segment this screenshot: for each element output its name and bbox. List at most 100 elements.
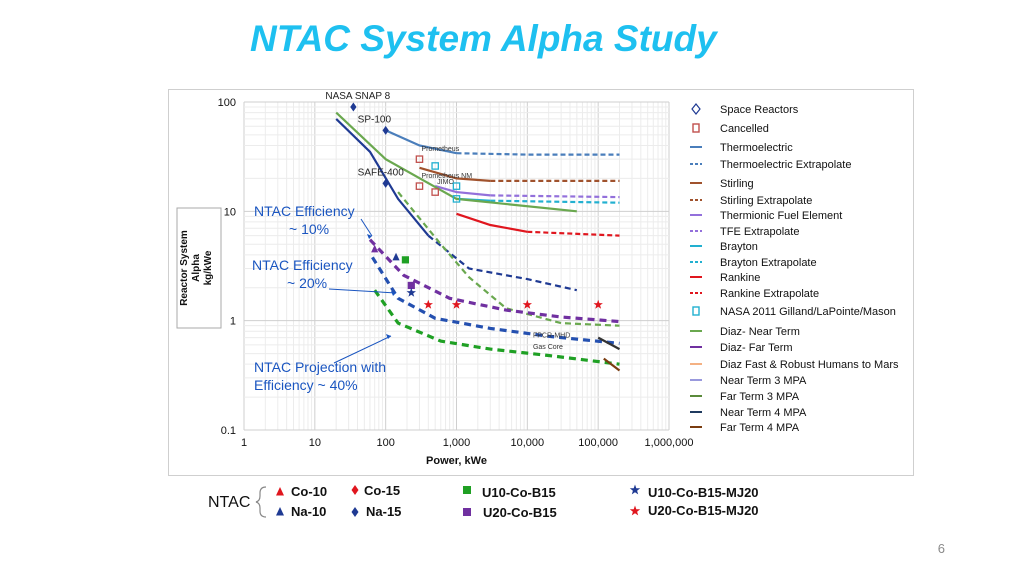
marker-square (401, 256, 410, 264)
legend-item: Far Term 3 MPA (690, 391, 800, 403)
y-tick-label: 1 (230, 316, 236, 328)
marker-label: Prometheus (421, 146, 459, 153)
legend-label: Brayton Extrapolate (720, 257, 817, 269)
callout-text: ~ 20% (287, 275, 327, 291)
callout-arrowhead (367, 234, 372, 239)
callout-text: NTAC Projection with (254, 359, 386, 375)
y-tick-label: 10 (224, 206, 236, 218)
x-tick-label: 10 (309, 437, 321, 449)
marker-star (629, 484, 641, 495)
ntac-key-item-label: U10-Co-B15 (482, 485, 556, 500)
marker-star (522, 299, 532, 309)
marker-square (431, 162, 439, 170)
y-axis-label-box (176, 207, 222, 329)
marker-triangle (276, 487, 284, 496)
callout-1: NTAC Efficiency ~ 10% (254, 203, 373, 239)
callout-arrow (360, 218, 373, 237)
legend-item: Rankine Extrapolate (690, 288, 819, 300)
x-tick-label: 1,000 (443, 437, 471, 449)
marker-star (406, 287, 416, 297)
ntac-key-item-label: U20-Co-B15 (483, 505, 557, 520)
marker-star (451, 299, 462, 309)
legend-label: NASA 2011 Gilland/LaPointe/Mason (720, 306, 896, 318)
series-line (434, 185, 491, 197)
ntac-key-brace (255, 486, 267, 518)
annotation-label: FPCR-MHD (533, 333, 570, 340)
series-line (397, 191, 620, 327)
marker-diamond (350, 102, 357, 112)
callout-text: NTAC Efficiency (254, 203, 355, 219)
ntac-key-item-label: U10-Co-B15-MJ20 (648, 485, 759, 500)
callout-arrow (328, 288, 397, 294)
ntac-key-item: Co-10 (276, 484, 327, 499)
marker-label: SAFE-400 (358, 167, 405, 178)
y-axis-label: Alpha (191, 254, 202, 282)
ntac-key-label: NTAC (208, 494, 250, 511)
legend-label: Thermoelectric (720, 142, 793, 154)
series-line (597, 336, 621, 351)
legend-label: Diaz- Near Term (720, 326, 800, 338)
chart-frame: 1 10 100 1,000 10,000 100,000 1,000,000 100 10 1 0… (168, 89, 914, 476)
marker-diamond (351, 507, 359, 517)
x-tick-label: 10,000 (511, 437, 545, 449)
ntac-key-item: Na-10 (276, 504, 326, 519)
callout-arrowhead (386, 334, 391, 339)
alpha-chart: 1 10 100 1,000 10,000 100,000 1,000,0001001010… (176, 91, 899, 467)
callout-text: ~ 10% (289, 221, 329, 237)
legend-item: Diaz- Near Term (690, 326, 800, 338)
legend-label: Thermoelectric Extrapolate (720, 159, 851, 171)
callout-arrowhead (391, 291, 396, 296)
legend-label: Stirling Extrapolate (720, 195, 812, 207)
annotation-label: Gas Core (533, 344, 563, 351)
x-axis-label: Power, kWe (426, 455, 487, 467)
series-line (368, 238, 620, 324)
legend-label: Far Term 3 MPA (720, 391, 800, 403)
series-line (603, 357, 621, 372)
x-tick-label: 100,000 (578, 437, 618, 449)
callout-2: NTAC Efficiency ~ 20% (252, 257, 397, 296)
ntac-key-item-label: U20-Co-B15-MJ20 (648, 503, 759, 518)
legend-label: Near Term 3 MPA (720, 375, 807, 387)
legend-label: Brayton (720, 241, 758, 253)
legend-item: Rankine (690, 272, 760, 284)
ntac-key-item: U10-Co-B15-MJ20 (629, 484, 759, 500)
ntac-key-item-label: Na-15 (366, 504, 401, 519)
legend-label: Rankine (720, 272, 760, 284)
legend-label: Space Reactors (720, 104, 799, 116)
legend-swatch (692, 123, 700, 133)
callout-text: Efficiency ~ 40% (254, 377, 358, 393)
marker-label: JIMO (437, 179, 454, 186)
series-line (527, 230, 620, 237)
legend-item: Near Term 4 MPA (690, 407, 807, 419)
marker-square (452, 182, 461, 190)
marker-label: NASA SNAP 8 (325, 91, 390, 102)
legend-item: NASA 2011 Gilland/LaPointe/Mason (692, 306, 896, 318)
legend-item: Brayton Extrapolate (690, 257, 817, 269)
legend-swatch (691, 103, 701, 115)
marker-diamond (382, 125, 389, 135)
marker-square (415, 182, 424, 190)
marker-square (452, 195, 461, 203)
series-line (456, 212, 528, 233)
ntac-key-item: U10-Co-B15 (463, 485, 556, 500)
marker-square (463, 486, 471, 494)
ntac-key-item-label: Co-15 (364, 483, 400, 498)
marker-star (593, 299, 603, 309)
legend-item: Diaz Fast & Robust Humans to Mars (690, 359, 899, 371)
marker-diamond (351, 485, 359, 495)
ntac-key-item-label: Na-10 (291, 504, 326, 519)
marker-triangle (392, 252, 400, 261)
page-number: 6 (937, 541, 945, 556)
legend-item: Cancelled (692, 123, 769, 135)
series-line (373, 289, 620, 366)
series-line (456, 152, 620, 156)
marker-label: SP-100 (358, 114, 392, 125)
legend-label: TFE Extrapolate (720, 226, 799, 238)
x-tick-label: 1,000,000 (645, 437, 694, 449)
marker-star (629, 505, 641, 516)
x-tick-label: 1 (241, 437, 247, 449)
ntac-key-item: U20-Co-B15-MJ20 (629, 503, 759, 518)
series-line (371, 256, 620, 345)
legend-label: Thermionic Fuel Element (720, 210, 842, 222)
series-line (335, 118, 430, 237)
